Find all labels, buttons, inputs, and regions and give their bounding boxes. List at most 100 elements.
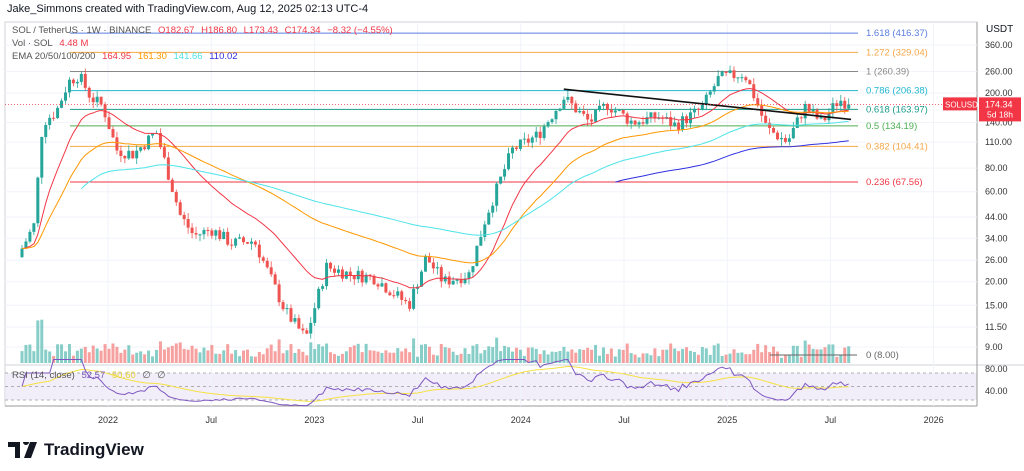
candle-body — [704, 94, 708, 105]
tradingview-logo[interactable]: TradingView — [8, 440, 144, 460]
volume-bar — [91, 345, 95, 363]
candle — [598, 99, 602, 112]
candle-body — [772, 127, 776, 133]
volume-bar — [590, 349, 594, 363]
candle — [696, 107, 700, 116]
ema-label[interactable]: EMA 20/50/100/200 — [12, 51, 96, 62]
volume-bar — [249, 356, 253, 363]
volume-bar — [586, 347, 590, 363]
volume-label[interactable]: Vol · SOL — [12, 38, 53, 49]
candle-body — [609, 109, 613, 113]
volume-bar — [471, 345, 475, 363]
volume-bar — [732, 349, 736, 363]
candle-body — [443, 276, 447, 282]
volume-bar — [700, 347, 704, 363]
candle — [253, 240, 257, 248]
candle-body — [550, 119, 554, 123]
candle — [190, 223, 194, 239]
candle — [372, 274, 376, 286]
fib-level-label: 0.5 (134.19) — [866, 121, 917, 132]
candle-body — [566, 96, 570, 100]
rsi-label[interactable]: RSI (14, close) — [12, 370, 75, 381]
candle-body — [471, 266, 475, 273]
candle-body — [269, 267, 273, 275]
price-tick-label: 60.00 — [985, 187, 1008, 197]
candle — [75, 79, 79, 88]
candle — [673, 116, 677, 128]
volume-bar — [807, 344, 811, 363]
price-tick-label: 140.00 — [985, 117, 1013, 127]
currency-label[interactable]: USDT — [986, 24, 1014, 35]
change-value: −8.32 (−4.55%) — [327, 25, 393, 36]
volume-bar — [344, 351, 348, 363]
candle-body — [570, 96, 574, 104]
volume-bar — [44, 349, 48, 363]
candle — [206, 227, 210, 237]
candle — [71, 78, 75, 87]
fib-level-label: 0.236 (67.56) — [866, 177, 923, 188]
price-tick-label: 15.00 — [985, 300, 1008, 310]
volume-bar — [253, 356, 257, 363]
candle — [514, 145, 518, 151]
volume-bar — [214, 353, 218, 363]
candle — [740, 73, 744, 82]
candle-body — [305, 330, 309, 334]
candle-body — [507, 153, 511, 170]
candle-body — [768, 122, 772, 128]
volume-bar — [483, 350, 487, 363]
volume-bar — [566, 351, 570, 363]
candle — [542, 123, 546, 141]
volume-bar — [285, 350, 289, 363]
fib-level-label: 0.382 (104.41) — [866, 141, 928, 152]
volume-series — [20, 319, 851, 363]
volume-bar — [629, 353, 633, 363]
volume-bar — [309, 342, 313, 363]
candle — [400, 289, 404, 306]
candle-body — [127, 150, 131, 159]
candle-body — [301, 328, 305, 331]
volume-bar — [348, 347, 352, 363]
symbol-title[interactable]: SOL / TetherUS · 1W · BINANCE — [12, 25, 152, 36]
volume-bar — [764, 345, 768, 363]
time-tick-label: 2022 — [98, 415, 118, 425]
volume-bar — [570, 349, 574, 363]
candle — [423, 254, 427, 272]
candle-body — [340, 269, 344, 279]
candle — [127, 145, 131, 160]
candle — [609, 104, 613, 118]
candle-body — [514, 147, 518, 149]
candle — [526, 134, 530, 147]
volume-bar — [712, 345, 716, 363]
candle-body — [360, 270, 364, 283]
volume-bar — [621, 349, 625, 363]
candle — [688, 107, 692, 128]
volume-bar — [819, 349, 823, 363]
candle-body — [119, 150, 123, 157]
candle — [143, 144, 147, 151]
volume-bar — [143, 354, 147, 363]
volume-bar — [380, 352, 384, 363]
volume-bar — [685, 347, 689, 363]
candle-body — [297, 318, 301, 329]
candle — [483, 220, 487, 242]
volume-bar — [554, 351, 558, 363]
candle — [776, 130, 780, 141]
candle-body — [598, 105, 602, 110]
volume-bar — [530, 347, 534, 363]
volume-bar — [293, 352, 297, 363]
volume-bar — [273, 351, 277, 363]
candle-body — [467, 272, 471, 279]
volume-bar — [799, 356, 803, 363]
candle — [380, 277, 384, 288]
candle-body — [764, 115, 768, 123]
volume-bar — [32, 351, 36, 363]
ema20-line — [21, 87, 849, 289]
candle — [625, 111, 629, 127]
candle — [558, 107, 562, 112]
candle — [242, 235, 246, 245]
candle-body — [708, 91, 712, 95]
candle-body — [48, 117, 52, 126]
volume-bar — [538, 354, 542, 363]
price-tick-label: 26.00 — [985, 255, 1008, 265]
